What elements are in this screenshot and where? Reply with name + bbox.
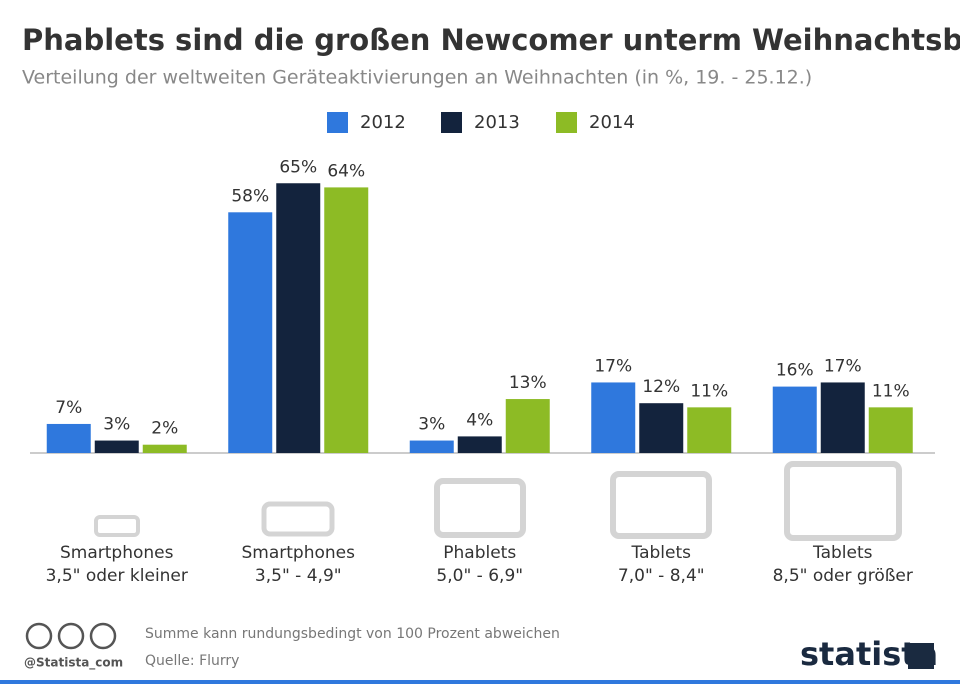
x-tick-label: Smartphones xyxy=(60,543,174,563)
device-icons xyxy=(94,461,902,541)
source: Quelle: Flurry xyxy=(145,653,239,669)
x-tick-label: 3,5" oder kleiner xyxy=(46,566,188,586)
bar xyxy=(639,403,684,453)
legend-swatch xyxy=(327,112,348,133)
legend-label: 2012 xyxy=(360,112,406,133)
bar xyxy=(457,436,502,453)
value-label: 65% xyxy=(279,157,317,177)
brand-mark xyxy=(908,643,934,669)
bar xyxy=(142,444,187,453)
chart-title: Phablets sind die großen Newcomer unterm… xyxy=(22,23,960,57)
value-label: 4% xyxy=(466,410,493,430)
value-label: 17% xyxy=(824,356,862,376)
bar xyxy=(687,407,732,453)
bar xyxy=(276,183,321,453)
bar xyxy=(820,382,865,453)
note: Summe kann rundungsbedingt von 100 Proze… xyxy=(145,626,560,642)
legend-swatch xyxy=(441,112,462,133)
legend-label: 2014 xyxy=(589,112,635,133)
value-label: 3% xyxy=(103,415,130,435)
value-label: 13% xyxy=(509,373,547,393)
x-tick-label: 3,5" - 4,9" xyxy=(255,566,342,586)
legend-label: 2013 xyxy=(474,112,520,133)
bar xyxy=(505,399,550,453)
value-label: 2% xyxy=(151,419,178,439)
legend-swatch xyxy=(556,112,577,133)
x-tick-label: Tablets xyxy=(812,543,873,563)
bar xyxy=(868,407,913,453)
bar xyxy=(772,386,817,453)
bar xyxy=(591,382,636,453)
value-label: 58% xyxy=(231,186,269,206)
value-label: 11% xyxy=(872,381,910,401)
value-label: 64% xyxy=(327,161,365,181)
bar xyxy=(228,212,273,453)
x-tick-label: Tablets xyxy=(631,543,692,563)
value-label: 16% xyxy=(776,361,814,381)
x-tick-label: Smartphones xyxy=(242,543,356,563)
bar xyxy=(94,440,139,453)
x-tick-label: 8,5" oder größer xyxy=(773,566,913,586)
bar xyxy=(46,423,91,453)
bar xyxy=(324,187,369,453)
value-label: 3% xyxy=(418,415,445,435)
x-tick-label: 7,0" - 8,4" xyxy=(618,566,705,586)
value-label: 17% xyxy=(594,356,632,376)
value-label: 11% xyxy=(690,381,728,401)
bar xyxy=(409,440,454,453)
bottom-bar xyxy=(0,680,960,684)
value-label: 7% xyxy=(55,398,82,418)
license-icons xyxy=(25,622,117,650)
handle: @Statista_com xyxy=(24,656,123,671)
x-tick-label: Phablets xyxy=(443,543,516,563)
value-label: 12% xyxy=(642,377,680,397)
x-tick-label: 5,0" - 6,9" xyxy=(436,566,523,586)
chart-subtitle: Verteilung der weltweiten Geräteaktivier… xyxy=(22,67,812,89)
